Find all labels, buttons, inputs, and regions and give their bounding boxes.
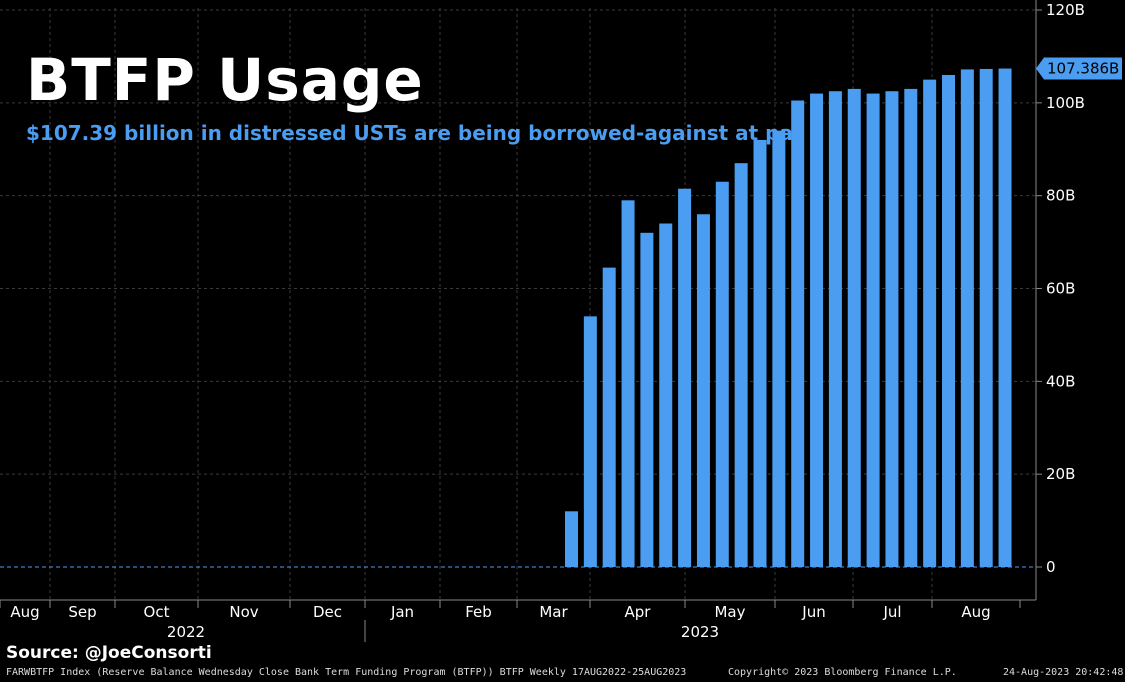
y-tick-label: 100B [1046,94,1085,112]
y-tick-label: 20B [1046,465,1075,483]
bar [904,88,918,568]
x-tick-label: Jun [801,603,825,621]
bar [659,223,673,567]
bar [942,74,955,567]
bar [979,68,993,568]
bar [734,163,748,568]
x-tick-label: Mar [539,603,568,621]
bar [753,139,767,567]
y-tick-label: 0 [1046,558,1056,576]
copyright-notice: Copyright© 2023 Bloomberg Finance L.P. [728,667,957,678]
index-description: FARWBTFP Index (Reserve Balance Wednesda… [6,667,687,678]
x-tick-label: Aug [961,603,990,621]
x-tick-label: Jan [390,603,414,621]
bar [715,181,729,567]
x-year-label: 2023 [681,623,719,641]
bar [960,69,974,567]
y-tick-label: 120B [1046,1,1085,19]
chart-title: BTFP Usage [26,46,424,114]
x-tick-label: Dec [313,603,342,621]
timestamp: 24-Aug-2023 20:42:48 [1003,667,1124,678]
x-year-label: 2022 [167,623,205,641]
bar [621,200,635,567]
y-tick-label: 80B [1046,187,1075,205]
bar [998,68,1012,567]
bar [828,91,842,568]
x-tick-label: Apr [625,603,652,621]
bar [847,88,861,568]
bar [791,100,805,567]
bar-layer [565,68,1012,568]
bar [810,93,824,568]
x-tick-label: Nov [229,603,258,621]
bar [583,316,597,567]
last-value-flag [1036,57,1122,80]
bar [772,130,786,567]
bar [565,511,578,567]
x-tick-label: Oct [144,603,170,621]
x-tick-label: May [714,603,745,621]
bar [602,267,616,567]
bar [923,79,937,567]
x-tick-label: Feb [465,603,492,621]
bar [640,232,654,568]
source-credit: Source: @JoeConsorti [6,643,212,663]
y-tick-label: 40B [1046,372,1075,390]
chart-subtitle: $107.39 billion in distressed USTs are b… [26,121,803,145]
last-value-label: 107.386B [1047,60,1119,78]
x-tick-label: Jul [882,603,901,621]
x-tick-label: Sep [68,603,96,621]
y-tick-label: 60B [1046,280,1075,298]
bar [678,188,692,567]
x-tick-label: Aug [10,603,39,621]
bar [866,93,880,568]
bar [885,91,899,568]
axis-layer: 120B 100B 80B 60B 40B 20B 0 107.386B Aug Sep Oct No… [0,0,1122,642]
bar [696,214,710,567]
